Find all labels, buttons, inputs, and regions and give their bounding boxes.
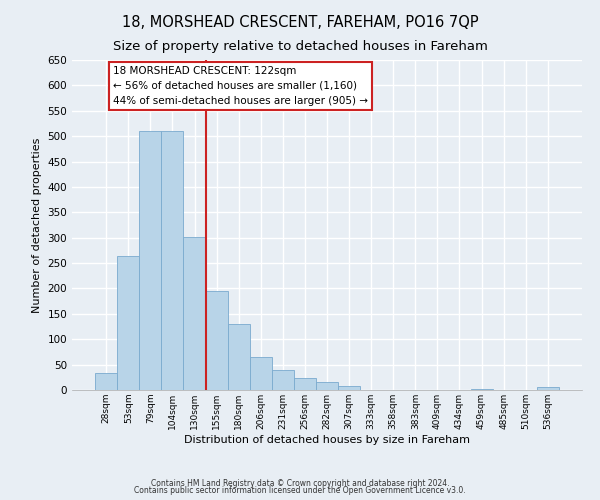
Bar	[338, 386, 360, 390]
Bar	[139, 130, 161, 390]
Text: Contains HM Land Registry data © Crown copyright and database right 2024.: Contains HM Land Registry data © Crown c…	[151, 478, 449, 488]
Bar	[184, 236, 206, 390]
Bar	[316, 382, 338, 390]
Bar	[161, 130, 184, 390]
Bar	[250, 357, 272, 390]
Bar	[117, 256, 139, 390]
Bar	[272, 370, 294, 390]
Bar	[227, 324, 250, 390]
Y-axis label: Number of detached properties: Number of detached properties	[32, 138, 42, 312]
Text: 18, MORSHEAD CRESCENT, FAREHAM, PO16 7QP: 18, MORSHEAD CRESCENT, FAREHAM, PO16 7QP	[122, 15, 478, 30]
X-axis label: Distribution of detached houses by size in Fareham: Distribution of detached houses by size …	[184, 434, 470, 444]
Bar	[95, 373, 117, 390]
Bar	[206, 291, 227, 390]
Bar	[537, 388, 559, 390]
Text: Size of property relative to detached houses in Fareham: Size of property relative to detached ho…	[113, 40, 487, 53]
Text: Contains public sector information licensed under the Open Government Licence v3: Contains public sector information licen…	[134, 486, 466, 495]
Text: 18 MORSHEAD CRESCENT: 122sqm
← 56% of detached houses are smaller (1,160)
44% of: 18 MORSHEAD CRESCENT: 122sqm ← 56% of de…	[113, 66, 368, 106]
Bar	[294, 378, 316, 390]
